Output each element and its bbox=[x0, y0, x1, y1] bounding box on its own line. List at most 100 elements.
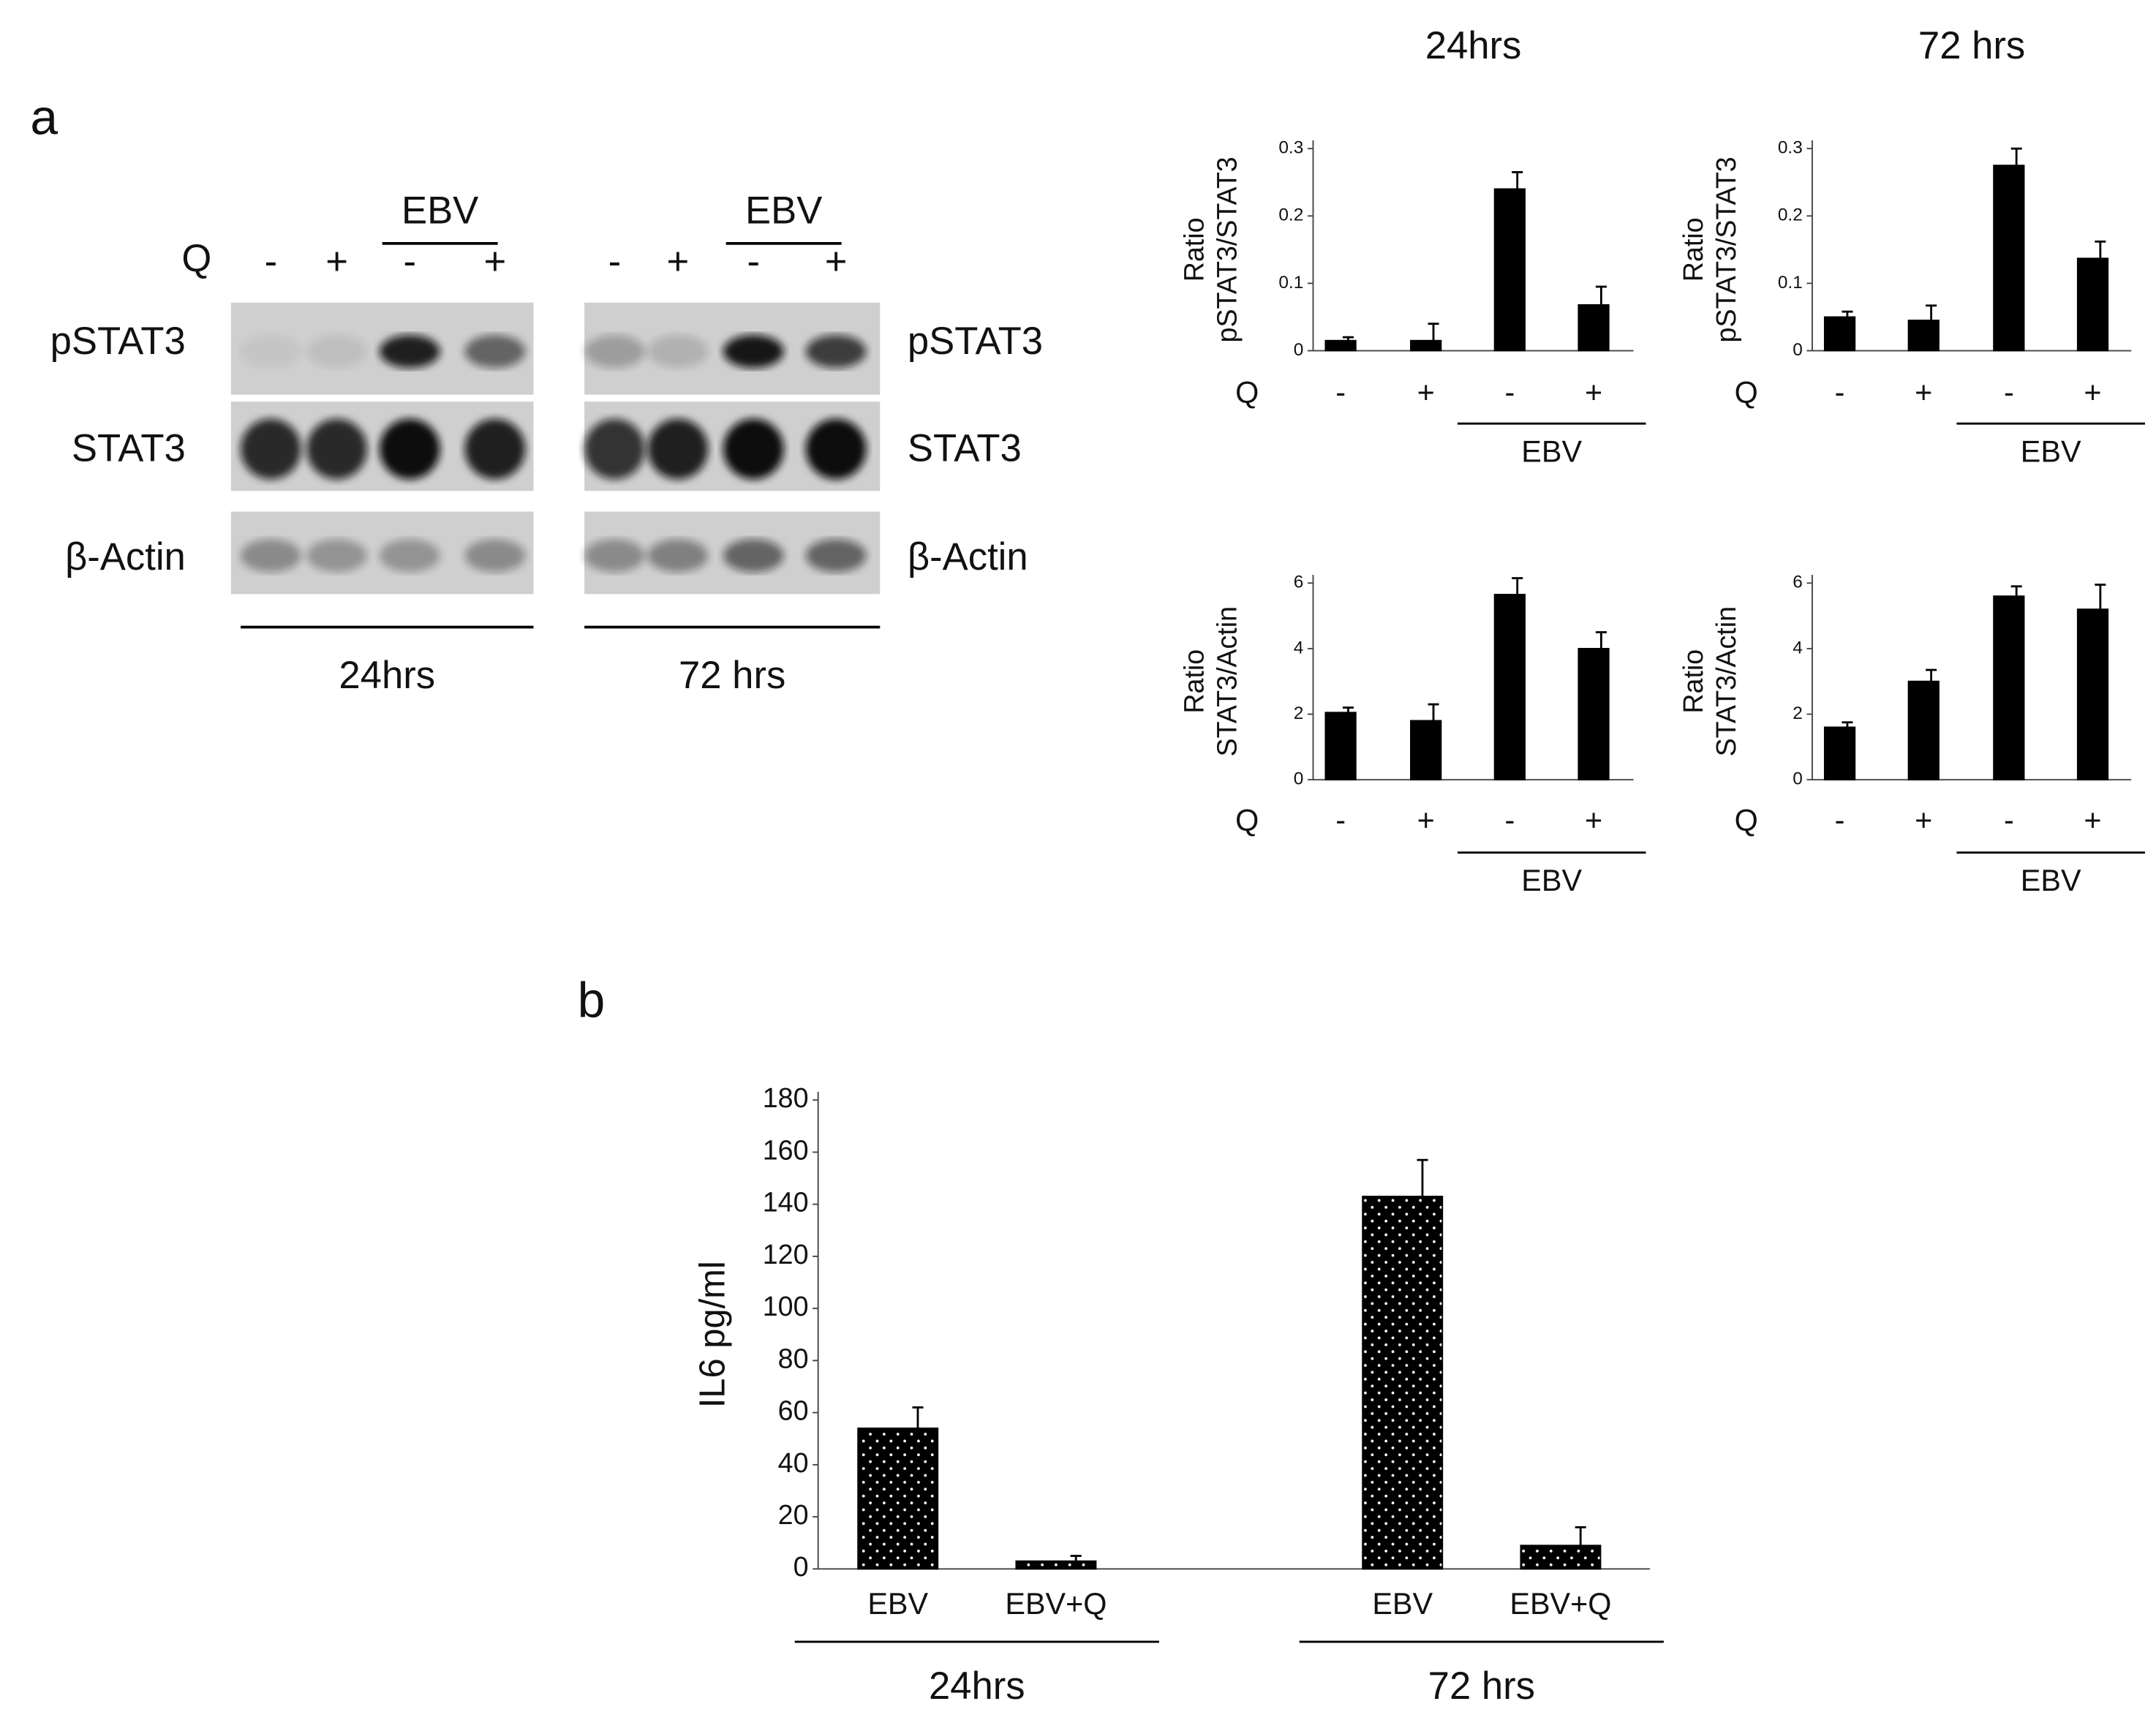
blot-band bbox=[464, 334, 526, 369]
y-tick-label: 4 bbox=[1793, 638, 1803, 657]
bar bbox=[1823, 726, 1856, 781]
y-tick-label: 0 bbox=[1793, 769, 1803, 789]
bar bbox=[1578, 303, 1610, 352]
x-tick-label: + bbox=[1417, 376, 1435, 410]
band-label: STAT3 bbox=[908, 427, 1022, 470]
blot-band bbox=[647, 334, 709, 369]
y-axis-label: STAT3/Actin bbox=[1212, 606, 1243, 756]
blot-band bbox=[723, 334, 784, 369]
band-label: β-Actin bbox=[65, 535, 186, 578]
x-tick-label: EBV+Q bbox=[1509, 1587, 1611, 1621]
y-tick-label: 20 bbox=[778, 1499, 809, 1530]
y-axis-label: Ratio bbox=[1179, 649, 1210, 714]
y-tick-label: 60 bbox=[778, 1395, 809, 1426]
group-label: EBV bbox=[1521, 434, 1582, 468]
blot-band bbox=[379, 539, 440, 573]
y-tick-label: 160 bbox=[763, 1134, 809, 1165]
bar bbox=[1015, 1560, 1097, 1570]
treatment-label: + bbox=[483, 240, 506, 283]
bar bbox=[857, 1428, 939, 1570]
group-label: EBV bbox=[1521, 864, 1582, 897]
blot-band bbox=[464, 539, 526, 573]
blot-band bbox=[241, 539, 301, 573]
bar bbox=[1993, 165, 2025, 352]
x-tick-label: - bbox=[2004, 803, 2014, 837]
band-label: β-Actin bbox=[908, 535, 1028, 578]
x-tick-label: + bbox=[2084, 376, 2101, 410]
treatment-label: + bbox=[825, 240, 848, 283]
row-label: Q bbox=[181, 237, 211, 280]
x-tick-label: + bbox=[1417, 803, 1435, 837]
y-axis-label: Ratio bbox=[1179, 217, 1210, 282]
row-label: Q bbox=[1735, 376, 1758, 410]
row-label: Q bbox=[1235, 803, 1259, 837]
bar bbox=[1823, 316, 1856, 352]
y-axis-label: Ratio bbox=[1678, 217, 1708, 282]
y-axis-label: Ratio bbox=[1678, 649, 1708, 714]
group-label: 72 hrs bbox=[1428, 1664, 1535, 1708]
y-tick-label: 0.2 bbox=[1778, 206, 1803, 225]
blot-band bbox=[241, 418, 301, 480]
bar bbox=[1324, 339, 1357, 352]
bar bbox=[2076, 257, 2109, 352]
blot-band bbox=[584, 334, 645, 369]
blot-band bbox=[647, 418, 709, 480]
y-tick-label: 0 bbox=[794, 1551, 809, 1582]
y-tick-label: 2 bbox=[1294, 704, 1304, 723]
blot-band bbox=[805, 418, 867, 480]
group-label: EBV bbox=[2021, 434, 2081, 468]
x-tick-label: - bbox=[1504, 803, 1515, 837]
bar bbox=[1324, 712, 1357, 781]
blot-band bbox=[241, 334, 301, 369]
x-tick-label: - bbox=[1335, 803, 1346, 837]
y-tick-label: 6 bbox=[1294, 573, 1304, 592]
y-tick-label: 40 bbox=[778, 1447, 809, 1478]
bar bbox=[2076, 608, 2109, 781]
y-tick-label: 0.1 bbox=[1778, 273, 1803, 293]
blot-band bbox=[584, 539, 645, 573]
treatment-label: + bbox=[325, 240, 348, 283]
blot-band bbox=[306, 418, 367, 480]
band-label: STAT3 bbox=[72, 427, 186, 470]
y-tick-label: 2 bbox=[1793, 704, 1803, 723]
y-tick-label: 0.1 bbox=[1278, 273, 1303, 293]
bar bbox=[1362, 1196, 1444, 1570]
treatment-label: + bbox=[667, 240, 690, 283]
bar bbox=[1578, 647, 1610, 781]
timepoint-label: 24hrs bbox=[339, 654, 435, 697]
x-tick-label: EBV bbox=[1372, 1587, 1433, 1621]
x-tick-label: + bbox=[2084, 803, 2101, 837]
y-tick-label: 6 bbox=[1793, 573, 1803, 592]
y-tick-label: 0.2 bbox=[1278, 206, 1303, 225]
x-tick-label: - bbox=[1835, 803, 1845, 837]
x-tick-label: + bbox=[1585, 803, 1602, 837]
chart-title: 72 hrs bbox=[1918, 24, 2025, 67]
y-tick-label: 0 bbox=[1294, 769, 1304, 789]
x-tick-label: EBV bbox=[867, 1587, 928, 1621]
x-tick-label: + bbox=[1915, 803, 1932, 837]
bar bbox=[1493, 594, 1526, 781]
blot-band bbox=[306, 334, 367, 369]
group-label: EBV bbox=[402, 189, 478, 232]
y-axis-label: pSTAT3/STAT3 bbox=[1711, 157, 1741, 342]
y-tick-label: 80 bbox=[778, 1343, 809, 1373]
blot-band bbox=[805, 539, 867, 573]
group-label: EBV bbox=[745, 189, 822, 232]
x-tick-label: EBV+Q bbox=[1005, 1587, 1107, 1621]
x-tick-label: - bbox=[1504, 376, 1515, 410]
bar bbox=[1410, 339, 1442, 352]
bar bbox=[1410, 720, 1442, 781]
bar bbox=[1907, 680, 1940, 781]
blot-band bbox=[584, 418, 645, 480]
treatment-label: - bbox=[608, 240, 622, 283]
blot-band bbox=[805, 334, 867, 369]
y-axis-label: STAT3/Actin bbox=[1711, 606, 1741, 756]
row-label: Q bbox=[1235, 376, 1259, 410]
group-label: 24hrs bbox=[929, 1664, 1025, 1708]
bar bbox=[1993, 595, 2025, 781]
blot-band bbox=[306, 539, 367, 573]
panel-label: a bbox=[30, 90, 58, 145]
y-axis-label: pSTAT3/STAT3 bbox=[1212, 157, 1243, 342]
